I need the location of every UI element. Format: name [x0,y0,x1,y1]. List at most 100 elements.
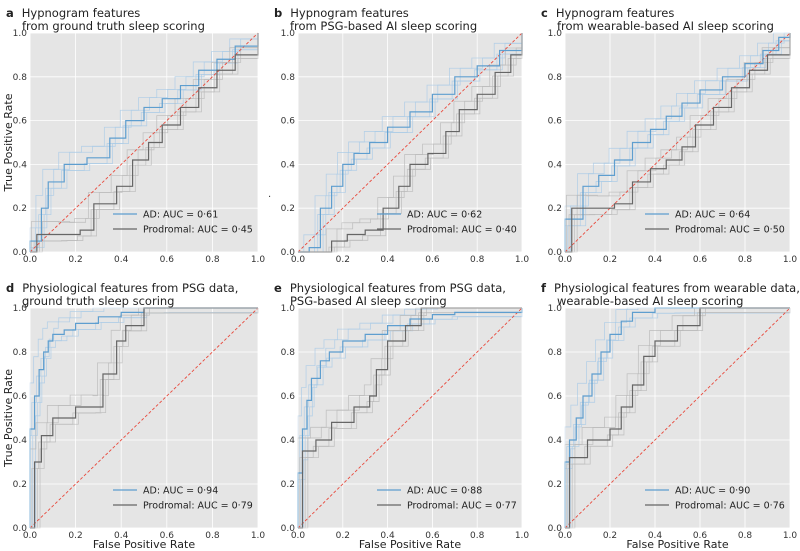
ad-fold-curve [565,32,790,253]
prodromal-fold-curve [30,33,259,253]
panel-letter: a [6,6,14,20]
y-tick-label: 1.0 [281,304,296,314]
prodromal-fold-curve [298,308,523,529]
x-tick-label: 0.2 [336,531,350,541]
ad-fold-curve [298,33,523,253]
x-tick-label: 0.8 [470,531,485,541]
legend-label: Prodromal: AUC = 0·77 [407,501,517,512]
prodromal-fold-curve [298,307,522,529]
y-tick-label: 1.0 [13,29,28,39]
y-tick-label: 0.4 [548,160,563,170]
axes-frame [564,307,791,529]
panel-title: f Physiological features from wearable da… [541,281,800,295]
y-tick-label: 0.8 [281,73,296,83]
ad-fold-curve [298,33,523,253]
ad-roc-curve [29,33,259,252]
x-tick-label: 1.0 [515,531,530,541]
chance-diagonal [297,307,523,529]
legend-label: AD: AUC = 0·64 [675,210,750,221]
panel-title: a Hypnogram features [6,6,140,20]
x-tick-label: 0.0 [558,531,573,541]
y-tick-label: 0.6 [281,392,296,402]
legend-label: Prodromal: AUC = 0·50 [675,225,785,236]
axes-frame [29,32,259,253]
x-tick-label: 1.0 [515,255,530,265]
panel-letter: c [541,6,548,20]
x-tick-label: 1.0 [783,255,798,265]
x-tick-label: 0.2 [68,255,82,265]
ad-fold-curve [298,33,523,253]
y-tick-label: 0.0 [281,524,296,534]
x-tick-label: 1.0 [251,255,266,265]
x-tick-label: 0.4 [114,531,129,541]
roc-panel-b: 0.0 0.2 0.4 0.6 0.8 1.0 0.0 0.2 0.4 0.6 0.8 1.0 b Hyp… [274,6,529,265]
x-tick-label: 1.0 [251,531,266,541]
y-tick-label: 0.8 [548,73,563,83]
x-tick-label: 0.2 [603,531,617,541]
chance-diagonal [29,32,259,253]
panel-title-line: Hypnogram features [556,6,675,20]
roc-panel-a: 0.0 0.2 0.4 0.6 0.8 1.0 0.0 0.2 0.4 0.6 0.8 1.0 a Hyp… [2,6,265,265]
ad-fold-curve [565,307,790,529]
x-tick-label: 0.8 [470,255,485,265]
panel-title-line: wearable-based AI sleep scoring [557,294,743,308]
chance-diagonal [564,32,791,253]
y-tick-label: 0.4 [281,160,296,170]
y-tick-label: 0.0 [281,248,296,258]
legend-label: AD: AUC = 0·90 [675,486,750,497]
x-axis-label: False Positive Rate [626,538,728,551]
prodromal-roc-curve [30,33,259,253]
y-tick-label: 0.6 [13,117,28,127]
roc-panel-d: 0.0 0.2 0.4 0.6 0.8 1.0 0.0 0.2 0.4 0.6 0.8 1.0 d Phy… [2,281,265,551]
stray-dot-mark: . [268,189,271,200]
prodromal-fold-curve [297,307,522,528]
panel-title-line: Hypnogram features [290,6,409,20]
legend-label: Prodromal: AUC = 0·40 [407,225,517,236]
y-tick-label: 1.0 [281,29,296,39]
y-tick-label: 1.0 [13,304,28,314]
panel-title-line: Physiological features from PSG data, [290,281,506,295]
ad-roc-curve [298,33,523,253]
x-tick-label: 1.0 [783,531,798,541]
prodromal-roc-curve [298,33,523,253]
prodromal-fold-curve [565,308,791,529]
panel-title-line: Hypnogram features [22,6,141,20]
x-tick-label: 0.8 [205,531,220,541]
x-tick-label: 0.6 [160,531,175,541]
y-tick-label: 0.2 [548,480,562,490]
roc-panel-c: 0.0 0.2 0.4 0.6 0.8 1.00.00.20.40.60.81.0c Hyp… [541,6,797,265]
panel-letter: d [6,281,14,295]
y-tick-label: 1.0 [548,29,563,39]
prodromal-roc-curve [30,307,258,529]
legend-label: AD: AUC = 0·88 [407,486,482,497]
legend-label: Prodromal: AUC = 0·45 [143,225,253,236]
x-tick-label: 0.2 [336,255,350,265]
x-tick-label: 0.0 [558,255,573,265]
panel-title-line: from wearable-based AI sleep scoring [557,19,774,33]
panel-title-line: ground truth sleep scoring [22,294,174,308]
chance-diagonal [564,307,791,529]
y-tick-label: 0.8 [13,73,28,83]
axes-frame [297,32,523,253]
roc-panel-e: 0.0 0.2 0.4 0.6 0.8 1.0 0.0 0.2 0.4 0.6 0.8 1.0 e Phy… [274,281,529,551]
y-tick-label: 0.6 [548,392,563,402]
y-axis-label: True Positive Rate [2,369,15,468]
x-tick-label: 0.0 [23,255,38,265]
y-tick-label: 0.6 [13,392,28,402]
y-tick-label: 0.8 [548,348,563,358]
x-tick-label: 0.6 [693,255,708,265]
y-tick-label: 0.0 [13,524,28,534]
y-tick-label: 0.0 [13,248,28,258]
legend-label: AD: AUC = 0·62 [407,210,482,221]
x-tick-label: 0.6 [425,531,440,541]
x-tick-label: 0.8 [738,255,753,265]
panel-title-line: Physiological features from wearable dat… [554,281,800,295]
y-tick-label: 0.4 [13,160,28,170]
chance-diagonal [297,32,523,253]
prodromal-fold-curve [564,307,790,528]
y-tick-label: 0.4 [548,436,563,446]
prodromal-fold-curve [565,33,791,253]
legend-label: AD: AUC = 0·61 [143,210,218,221]
y-tick-label: 0.2 [281,204,295,214]
x-tick-label: 0.8 [738,531,753,541]
